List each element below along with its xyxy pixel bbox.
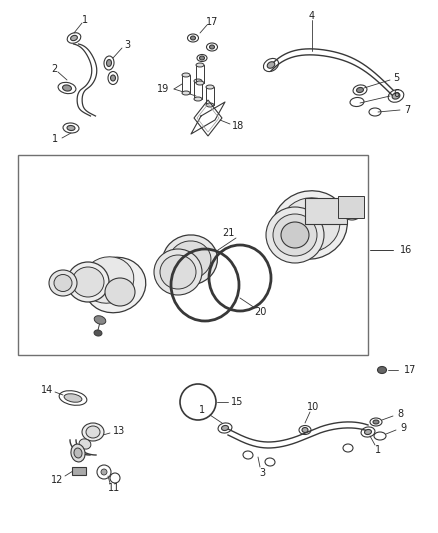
Ellipse shape (94, 330, 102, 336)
Ellipse shape (273, 214, 317, 256)
Ellipse shape (105, 278, 135, 306)
Ellipse shape (82, 423, 104, 441)
Ellipse shape (169, 241, 211, 279)
Ellipse shape (194, 79, 202, 83)
Bar (72, 467, 86, 475)
Text: 1: 1 (52, 134, 58, 144)
Text: 20: 20 (254, 307, 266, 317)
Bar (182, 75, 190, 93)
Ellipse shape (182, 91, 190, 95)
Text: 4: 4 (309, 11, 315, 21)
Bar (196, 65, 204, 83)
Text: 13: 13 (113, 426, 125, 436)
Ellipse shape (341, 200, 363, 220)
Text: 1: 1 (375, 445, 381, 455)
Ellipse shape (281, 222, 309, 248)
Circle shape (101, 469, 107, 475)
Ellipse shape (182, 73, 190, 77)
Text: 1: 1 (82, 15, 88, 25)
Text: 9: 9 (400, 423, 406, 433)
Ellipse shape (67, 262, 109, 302)
Text: 8: 8 (397, 409, 403, 419)
Bar (18, 155, 368, 355)
Text: 2: 2 (51, 64, 57, 74)
Ellipse shape (71, 444, 85, 462)
Ellipse shape (160, 255, 196, 289)
Ellipse shape (67, 125, 75, 131)
Ellipse shape (162, 235, 217, 285)
Ellipse shape (392, 93, 400, 99)
Text: 10: 10 (307, 402, 319, 412)
Ellipse shape (373, 420, 379, 424)
Text: 15: 15 (231, 397, 243, 407)
Ellipse shape (71, 35, 78, 41)
Ellipse shape (154, 249, 202, 295)
Text: 1: 1 (199, 405, 205, 415)
Ellipse shape (280, 198, 340, 252)
Text: 21: 21 (222, 228, 234, 238)
Text: 3: 3 (259, 468, 265, 478)
Text: 17: 17 (206, 17, 218, 27)
Ellipse shape (357, 87, 364, 93)
Bar (206, 87, 214, 105)
Text: 16: 16 (400, 245, 412, 255)
Ellipse shape (194, 97, 202, 101)
Text: 14: 14 (41, 385, 53, 395)
Ellipse shape (266, 207, 324, 263)
Ellipse shape (64, 394, 82, 402)
Text: 18: 18 (232, 121, 244, 131)
Ellipse shape (196, 63, 204, 67)
Ellipse shape (79, 439, 91, 449)
Ellipse shape (345, 204, 359, 216)
Ellipse shape (74, 448, 82, 458)
Ellipse shape (267, 62, 275, 68)
Ellipse shape (94, 316, 106, 324)
Ellipse shape (106, 60, 112, 67)
Ellipse shape (191, 36, 195, 40)
Text: 5: 5 (393, 73, 399, 83)
Ellipse shape (49, 270, 77, 296)
Ellipse shape (72, 267, 104, 297)
Bar (338, 196, 364, 218)
Ellipse shape (206, 103, 214, 107)
Ellipse shape (54, 274, 72, 292)
Ellipse shape (82, 257, 134, 303)
Ellipse shape (209, 45, 215, 49)
Bar (305, 198, 347, 224)
Ellipse shape (86, 426, 100, 438)
Bar (194, 81, 202, 99)
Ellipse shape (364, 430, 371, 434)
Text: 3: 3 (124, 40, 130, 50)
Text: 11: 11 (108, 483, 120, 493)
Text: 6: 6 (393, 89, 399, 99)
Ellipse shape (378, 367, 386, 374)
Ellipse shape (110, 75, 116, 81)
Ellipse shape (63, 85, 71, 91)
Text: 7: 7 (404, 105, 410, 115)
Ellipse shape (273, 191, 347, 259)
Ellipse shape (206, 85, 214, 89)
Ellipse shape (196, 81, 204, 85)
Text: 17: 17 (404, 365, 416, 375)
Ellipse shape (222, 425, 229, 431)
Ellipse shape (199, 56, 205, 60)
Text: 19: 19 (157, 84, 169, 94)
Ellipse shape (302, 427, 308, 432)
Ellipse shape (84, 257, 146, 313)
Text: 12: 12 (51, 475, 63, 485)
